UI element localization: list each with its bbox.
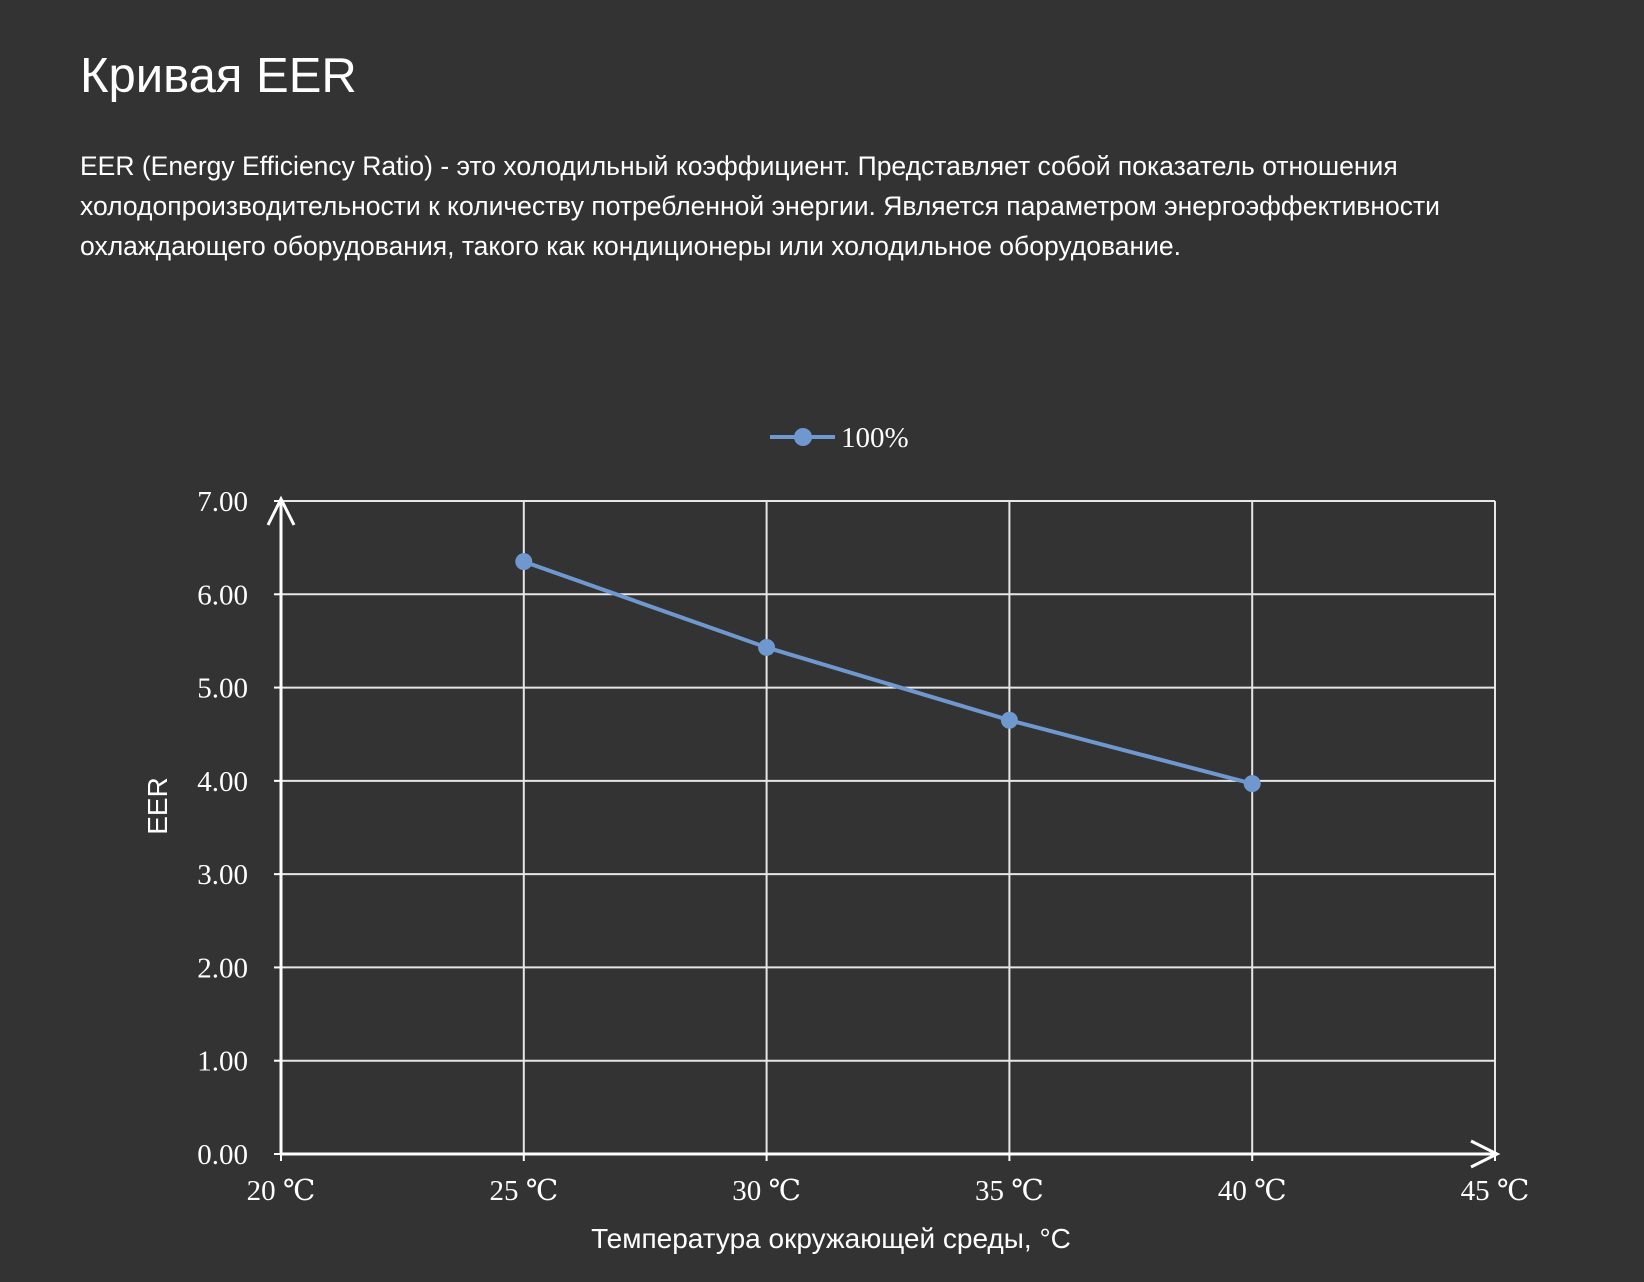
- y-tick-labels: 0.00 1.00 2.00 3.00 4.00 5.00 6.00 7.00: [197, 486, 248, 1171]
- grid-lines: [281, 500, 1496, 1154]
- data-point: [1000, 711, 1018, 729]
- x-tick-label: 45 ℃: [1461, 1175, 1530, 1207]
- y-tick-label: 7.00: [197, 486, 248, 518]
- legend-marker: [794, 428, 812, 446]
- page-description: EER (Energy Efficiency Ratio) - это холо…: [80, 151, 1440, 261]
- data-point: [758, 638, 776, 656]
- x-axis-arrow: [1470, 1139, 1501, 1169]
- x-tick-label: 30 ℃: [732, 1175, 801, 1207]
- x-tick-label: 25 ℃: [489, 1175, 558, 1207]
- legend-label: 100%: [841, 422, 909, 454]
- y-tick-label: 4.00: [197, 766, 248, 798]
- y-tick-label: 1.00: [197, 1046, 248, 1078]
- y-axis-title: EER: [142, 777, 173, 835]
- series-layer: [515, 553, 1261, 793]
- y-axis-arrow: [266, 495, 296, 526]
- page-title: Кривая EER: [80, 49, 357, 103]
- y-tick-label: 2.00: [197, 952, 248, 984]
- y-tick-label: 5.00: [197, 673, 248, 705]
- x-tick-labels: 20 ℃ 25 ℃ 30 ℃ 35 ℃ 40 ℃ 45 ℃: [247, 1175, 1530, 1207]
- data-point: [1243, 775, 1261, 793]
- data-point: [515, 553, 533, 571]
- y-tick-label: 0.00: [197, 1139, 248, 1171]
- x-tick-label: 40 ℃: [1218, 1175, 1287, 1207]
- series-line: [523, 559, 1253, 786]
- x-axis-title: Температура окружающей среды, °C: [591, 1223, 1071, 1254]
- legend: 100%: [770, 422, 909, 454]
- x-tick-label: 35 ℃: [975, 1175, 1044, 1207]
- y-tick-label: 6.00: [197, 579, 248, 611]
- axes: [266, 495, 1501, 1169]
- y-tick-label: 3.00: [197, 859, 248, 891]
- x-tick-label: 20 ℃: [247, 1175, 316, 1207]
